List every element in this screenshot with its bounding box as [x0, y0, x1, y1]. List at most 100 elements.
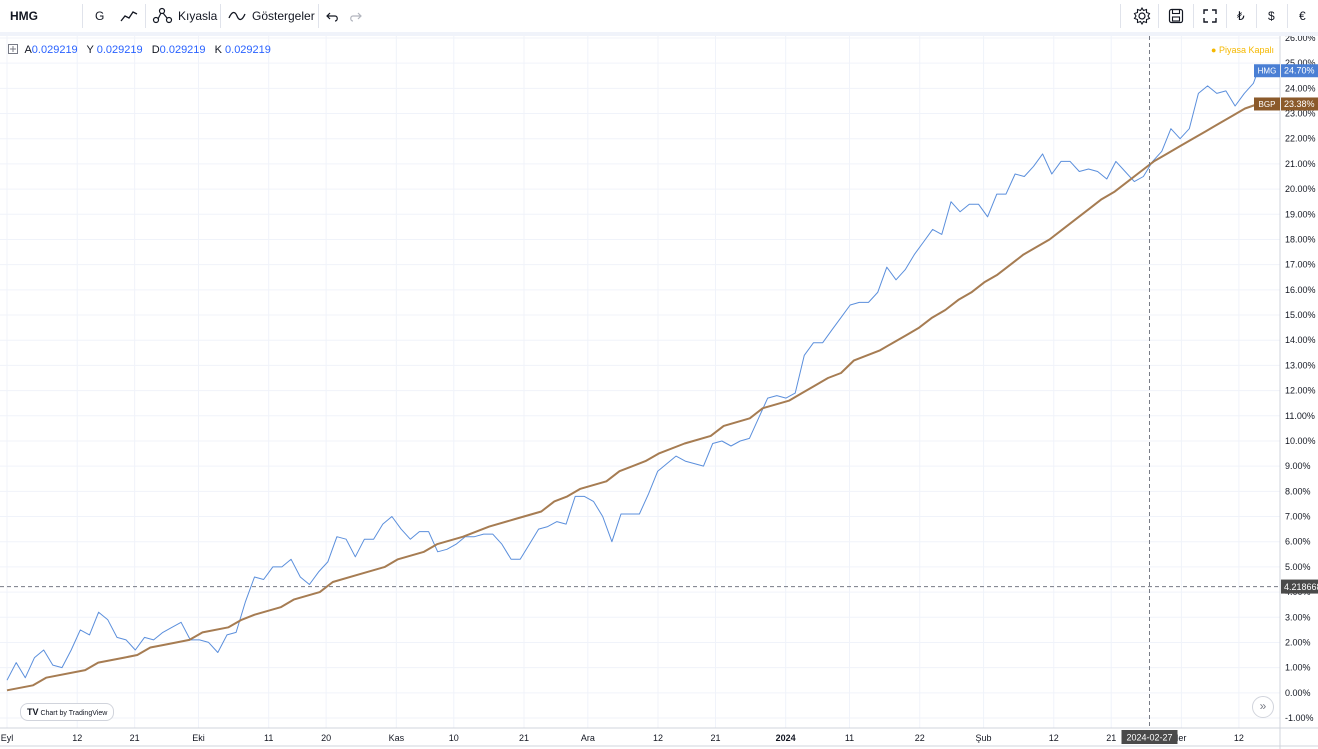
- y-tick-label: 5.00%: [1285, 562, 1311, 572]
- x-tick-label: Eki: [192, 733, 205, 743]
- y-tick-label: 3.00%: [1285, 612, 1311, 622]
- toolbar-divider: [318, 4, 319, 28]
- y-tick-label: 9.00%: [1285, 461, 1311, 471]
- series-line-hmg: [6, 70, 1259, 681]
- tradingview-logo-icon: TV: [27, 707, 39, 717]
- toolbar-divider: [1120, 4, 1121, 28]
- y-tick-label: -1.00%: [1285, 713, 1314, 723]
- x-tick-label: 12: [653, 733, 663, 743]
- low-value: 0.029219: [159, 44, 206, 56]
- low-label: D: [151, 44, 160, 56]
- y-tick-label: 25.00%: [1285, 58, 1316, 68]
- market-status-label: Piyasa Kapalı: [1218, 45, 1274, 55]
- y-tick-label: 26.00%: [1285, 36, 1316, 43]
- market-status: ● Piyasa Kapalı: [1211, 45, 1274, 55]
- y-tick-label: 24.00%: [1285, 83, 1316, 93]
- y-tick-label: 11.00%: [1285, 411, 1315, 421]
- expand-legend-icon[interactable]: [8, 44, 18, 54]
- tradingview-badge-label: Chart by TradingView: [40, 710, 108, 717]
- compare-icon[interactable]: [152, 7, 174, 25]
- close-value: 0.029219: [225, 44, 271, 56]
- x-tick-label: 20: [321, 733, 331, 743]
- currency-eur-button[interactable]: €: [1299, 9, 1306, 23]
- x-tick-label: 12: [72, 733, 82, 743]
- save-icon[interactable]: [1168, 8, 1184, 24]
- y-tick-label: 13.00%: [1285, 360, 1316, 370]
- chart-svg[interactable]: -1.00%0.00%1.00%2.00%3.00%4.00%5.00%6.00…: [0, 36, 1318, 749]
- x-tick-label: Eyl: [1, 733, 14, 743]
- x-tick-label: 21: [130, 733, 140, 743]
- scroll-to-realtime-button[interactable]: »: [1252, 696, 1274, 718]
- y-tick-label: 12.00%: [1285, 386, 1316, 396]
- interval-button[interactable]: G: [95, 9, 105, 23]
- market-status-dot-icon: ●: [1211, 45, 1217, 55]
- open-label: A: [24, 44, 32, 56]
- x-tick-label: 21: [1106, 733, 1116, 743]
- toolbar-divider: [1287, 4, 1288, 28]
- x-tick-label: 21: [710, 733, 720, 743]
- indicators-button[interactable]: Göstergeler: [252, 9, 315, 23]
- high-label: Y: [86, 44, 94, 56]
- x-tick-label: 22: [915, 733, 925, 743]
- x-tick-label: Kas: [389, 733, 405, 743]
- y-tick-label: 0.00%: [1285, 688, 1311, 698]
- y-tick-label: 20.00%: [1285, 184, 1316, 194]
- series-last-value-bg: [1281, 97, 1318, 111]
- series-name-tag-text: HMG: [1258, 67, 1277, 76]
- toolbar-divider: [1256, 4, 1257, 28]
- chart-type-icon[interactable]: [120, 8, 138, 24]
- indicators-icon[interactable]: [228, 10, 246, 22]
- crosshair-price-label-bg: [1281, 579, 1318, 594]
- currency-try-button[interactable]: ₺: [1237, 9, 1245, 23]
- redo-icon[interactable]: [348, 9, 362, 23]
- y-tick-label: 21.00%: [1285, 159, 1316, 169]
- toolbar-separator: [0, 32, 1318, 36]
- y-tick-label: 7.00%: [1285, 512, 1311, 522]
- series-line-bgp: [6, 103, 1259, 692]
- top-toolbar: HMG G Kıyasla Göstergeler ₺ $ €: [0, 0, 1318, 33]
- x-tick-label: 11: [845, 733, 854, 743]
- x-tick-label: 11: [264, 733, 273, 743]
- x-tick-label: 12: [1234, 733, 1244, 743]
- y-tick-label: 19.00%: [1285, 209, 1316, 219]
- open-value: 0.029219: [31, 44, 78, 56]
- series-name-tag-bgp: [1254, 97, 1280, 111]
- x-tick-label: Şub: [976, 733, 992, 743]
- double-chevron-right-icon: »: [1259, 699, 1267, 713]
- toolbar-divider: [1193, 4, 1194, 28]
- y-tick-label: 1.00%: [1285, 663, 1311, 673]
- x-tick-label: ler: [1176, 733, 1186, 743]
- y-tick-label: 2.00%: [1285, 637, 1311, 647]
- y-tick-label: 8.00%: [1285, 486, 1311, 496]
- fullscreen-icon[interactable]: [1203, 9, 1217, 23]
- series-last-value-bg: [1281, 64, 1318, 78]
- y-tick-label: 22.00%: [1285, 134, 1316, 144]
- currency-usd-button[interactable]: $: [1268, 9, 1275, 23]
- toolbar-divider: [145, 4, 146, 28]
- tradingview-badge[interactable]: TV Chart by TradingView: [20, 703, 115, 721]
- x-tick-label: 12: [1049, 733, 1059, 743]
- y-tick-label: 17.00%: [1285, 260, 1316, 270]
- toolbar-divider: [1226, 4, 1227, 28]
- y-tick-label: 23.00%: [1285, 109, 1316, 119]
- y-tick-label: 6.00%: [1285, 537, 1311, 547]
- settings-gear-icon[interactable]: [1133, 7, 1151, 25]
- y-tick-label: 10.00%: [1285, 436, 1316, 446]
- crosshair-price-label: 4.218668: [1284, 582, 1318, 592]
- x-tick-label: Ara: [581, 733, 595, 743]
- series-name-tag-text: BGP: [1259, 100, 1276, 109]
- symbol-label[interactable]: HMG: [10, 9, 38, 23]
- close-label: K: [214, 44, 222, 56]
- series-last-value-label: 23.38%: [1284, 99, 1315, 109]
- toolbar-divider: [220, 4, 221, 28]
- undo-icon[interactable]: [326, 9, 340, 23]
- crosshair-time-label-bg: [1121, 730, 1178, 744]
- compare-button[interactable]: Kıyasla: [178, 9, 218, 23]
- high-value: 0.029219: [96, 44, 143, 56]
- x-tick-label: 2024: [776, 733, 796, 743]
- series-last-value-label: 24.70%: [1284, 66, 1315, 76]
- ohlc-legend: A0.029219 Y 0.029219 D0.029219 K 0.02921…: [8, 44, 277, 56]
- y-tick-label: 15.00%: [1285, 310, 1316, 320]
- toolbar-divider: [1158, 4, 1159, 28]
- series-name-tag-hmg: [1254, 64, 1280, 78]
